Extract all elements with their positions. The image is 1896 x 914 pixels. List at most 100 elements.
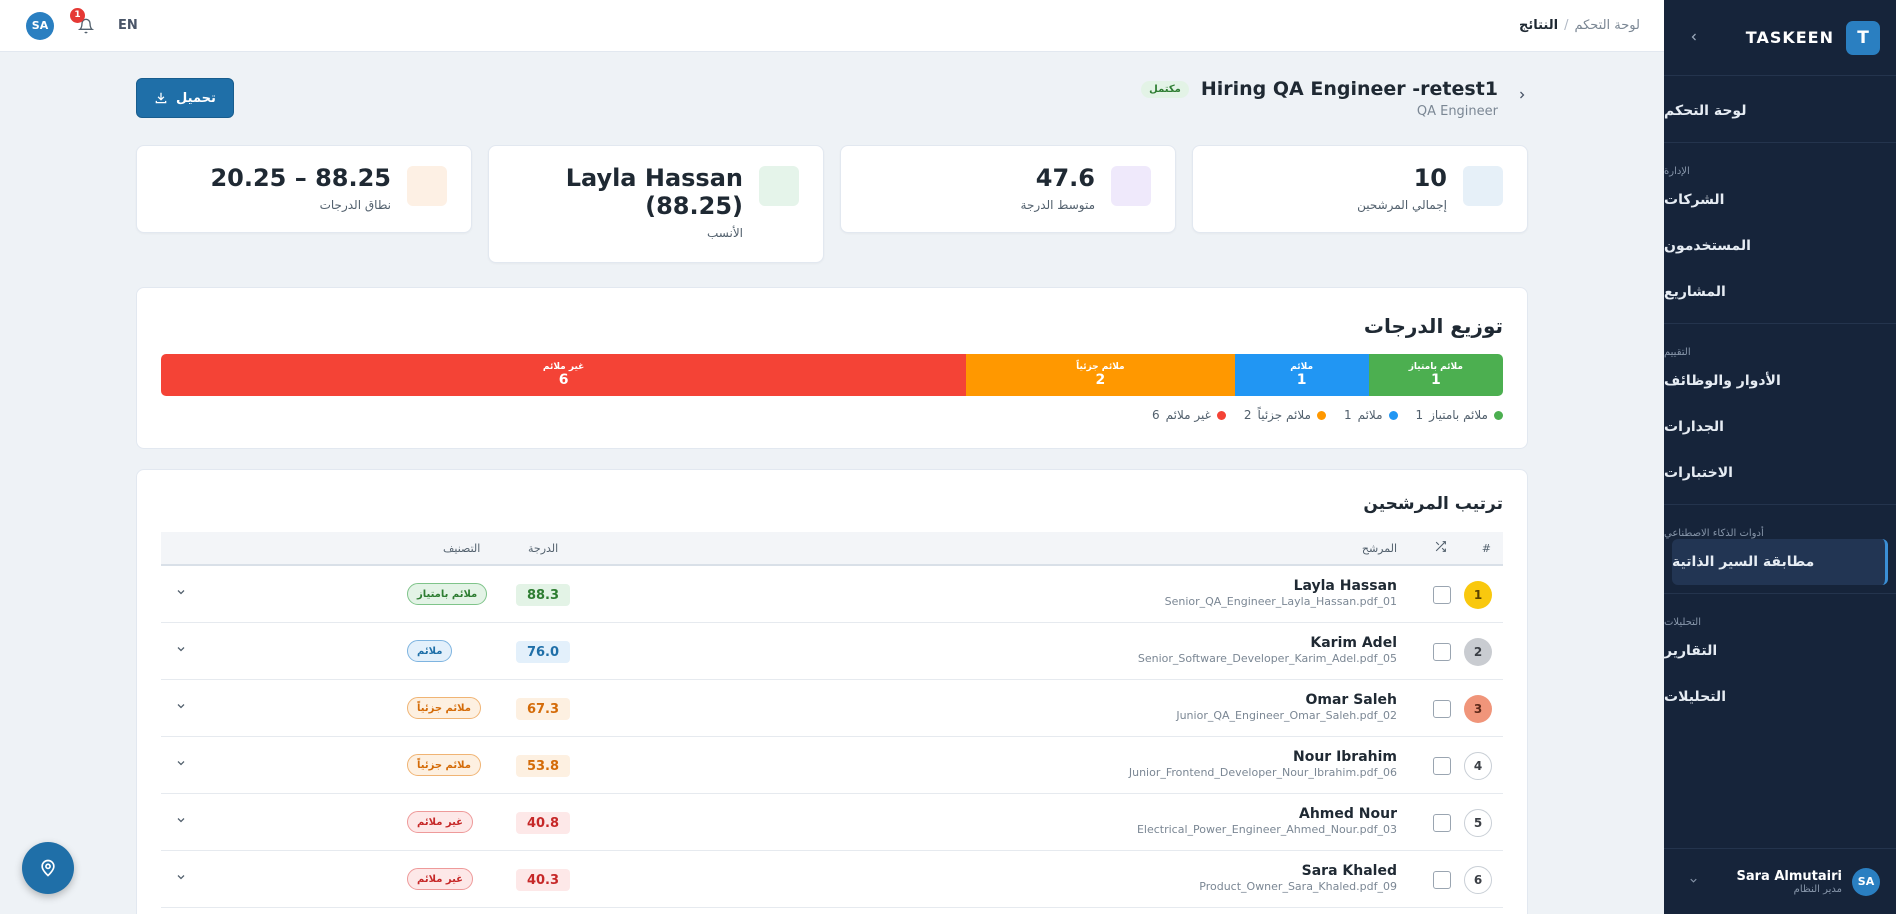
- sidebar-item-label: التقارير: [1664, 643, 1718, 659]
- segment-label: ملائم: [1290, 362, 1314, 372]
- logo-text: TASKEEN: [1745, 28, 1834, 47]
- sidebar-section-admin: الإدارة: [1664, 166, 1690, 177]
- ranking-title: ترتيب المرشحين: [1363, 494, 1503, 514]
- distribution-segment: غير ملائم 6: [161, 354, 967, 396]
- sidebar-item-cv-matching[interactable]: مطابقة السير الذاتية: [1672, 539, 1888, 585]
- header-candidate: المرشح: [1361, 541, 1397, 555]
- score-badge: 88.3: [516, 584, 570, 606]
- expand-row-button[interactable]: [175, 871, 187, 886]
- score-badge: 67.3: [516, 698, 570, 720]
- sidebar-item-reports[interactable]: التقارير: [1664, 628, 1896, 674]
- shuffle-icon[interactable]: [1434, 540, 1447, 556]
- candidate-name[interactable]: Karim Adel: [1310, 635, 1397, 651]
- page-subtitle: QA Engineer: [1416, 104, 1498, 119]
- page-title: Hiring QA Engineer -retest1: [1200, 78, 1498, 100]
- row-checkbox[interactable]: [1433, 586, 1451, 604]
- candidate-name[interactable]: Ahmed Nour: [1299, 806, 1397, 822]
- table-row[interactable]: 4 Nour Ibrahim Junior_Frontend_Developer_N…: [161, 737, 1503, 794]
- sidebar-item-label: التحليلات: [1664, 689, 1726, 705]
- sidebar-item-projects[interactable]: المشاريع: [1664, 269, 1896, 315]
- breadcrumb-dashboard[interactable]: لوحة التحكم: [1574, 18, 1640, 33]
- sidebar-item-dashboard[interactable]: لوحة التحكم: [1664, 88, 1896, 134]
- sidebar-user[interactable]: Sara Almutairi مدير النظام SA: [1664, 848, 1896, 914]
- candidate-name[interactable]: Omar Saleh: [1305, 692, 1397, 708]
- download-icon: [155, 92, 167, 104]
- classification-badge: غير ملائم: [407, 811, 473, 833]
- user-role: مدير النظام: [1793, 883, 1842, 895]
- candidate-name[interactable]: Sara Khaled: [1301, 863, 1397, 879]
- distribution-bar: غير ملائم 6 ملائم جزئياً 2 ملائم 1 ملائم بامتي…: [161, 354, 1503, 396]
- segment-label: ملائم بامتياز: [1408, 362, 1463, 372]
- download-button[interactable]: تحميل: [136, 78, 234, 118]
- expand-row-button[interactable]: [175, 643, 187, 658]
- sidebar-divider: [1664, 504, 1896, 505]
- user-avatar[interactable]: SA: [26, 11, 54, 40]
- sidebar-item-companies[interactable]: الشركات: [1664, 177, 1896, 223]
- notifications-button[interactable]: 1: [70, 7, 96, 36]
- logo: TASKEEN T: [1745, 20, 1880, 55]
- expand-row-button[interactable]: [175, 757, 187, 772]
- candidate-file: Electrical_Power_Engineer_Ahmed_Nour.pdf…: [1136, 823, 1397, 836]
- table-row[interactable]: 6 Sara Khaled Product_Owner_Sara_Khaled.pd…: [161, 851, 1503, 908]
- chevron-down-icon: [177, 761, 185, 766]
- row-checkbox[interactable]: [1433, 757, 1451, 775]
- candidate-file: Product_Owner_Sara_Khaled.pdf_09: [1199, 880, 1397, 893]
- stat-card-best-fit: Layla Hassan (88.25) الأنسب: [488, 145, 824, 263]
- page-header: تحميل مكتمل Hiring QA Engineer -retest1 …: [136, 78, 1528, 120]
- table-row[interactable]: 5 Ahmed Nour Electrical_Power_Engineer_Ahm…: [161, 794, 1503, 851]
- user-name: Sara Almutairi: [1736, 868, 1842, 884]
- notification-badge: 1: [70, 7, 85, 23]
- table-row[interactable]: 2 Karim Adel Senior_Software_Developer_Kar…: [161, 623, 1503, 680]
- candidate-file: Senior_Software_Developer_Karim_Adel.pdf…: [1137, 652, 1397, 665]
- legend-item: ملائم 1: [1344, 408, 1398, 422]
- legend-item: ملائم جزئياً 2: [1244, 408, 1326, 422]
- sidebar-item-label: لوحة التحكم: [1664, 103, 1747, 119]
- table-row[interactable]: 1 Layla Hassan Senior_QA_Engineer_Layla_Ha…: [161, 566, 1503, 623]
- expand-row-button[interactable]: [175, 814, 187, 829]
- row-checkbox[interactable]: [1433, 700, 1451, 718]
- sidebar-item-competencies[interactable]: الجدارات: [1664, 404, 1896, 450]
- sidebar-item-roles[interactable]: الأدوار والوظائف: [1664, 358, 1896, 404]
- classification-badge: ملائم جزئياً: [407, 754, 481, 776]
- stat-value: 20.25 – 88.25: [210, 164, 391, 192]
- sidebar-item-analytics[interactable]: التحليلات: [1664, 674, 1896, 720]
- sidebar-item-users[interactable]: المستخدمون: [1664, 223, 1896, 269]
- status-badge: مكتمل: [1141, 80, 1189, 98]
- stat-card-score-range: 20.25 – 88.25 نطاق الدرجات: [136, 145, 472, 233]
- score-badge: 40.3: [516, 869, 570, 891]
- legend-count: 1: [1343, 408, 1352, 422]
- sidebar-item-label: الشركات: [1664, 192, 1725, 208]
- chevron-down-icon: [177, 590, 185, 595]
- expand-row-button[interactable]: [175, 586, 187, 601]
- stat-label: إجمالي المرشحين: [1357, 198, 1447, 212]
- row-checkbox[interactable]: [1433, 871, 1451, 889]
- legend-dot: [1494, 410, 1503, 420]
- sidebar-item-tests[interactable]: الاختبارات: [1664, 450, 1896, 496]
- legend-item: غير ملائم 6: [1152, 408, 1226, 422]
- candidate-file: Junior_Frontend_Developer_Nour_Ibrahim.p…: [1128, 766, 1397, 779]
- help-fab[interactable]: [22, 842, 74, 894]
- stat-label: الأنسب: [706, 226, 743, 240]
- avatar: SA: [1852, 867, 1880, 896]
- rank-badge: 3: [1464, 695, 1492, 723]
- table-row[interactable]: 3 Omar Saleh Junior_QA_Engineer_Omar_Saleh…: [161, 680, 1503, 737]
- expand-row-button[interactable]: [175, 700, 187, 715]
- title-block: مكتمل Hiring QA Engineer -retest1 QA Eng…: [1141, 78, 1528, 119]
- segment-count: 1: [1296, 372, 1307, 388]
- candidate-cell: Omar Saleh Junior_QA_Engineer_Omar_Saleh.…: [1176, 692, 1397, 722]
- candidate-cell: Karim Adel Senior_Software_Developer_Kari…: [1138, 635, 1397, 665]
- candidate-cell: Nour Ibrahim Junior_Frontend_Developer_No…: [1129, 749, 1397, 779]
- row-checkbox[interactable]: [1433, 814, 1451, 832]
- candidate-name[interactable]: Layla Hassan: [1293, 578, 1397, 594]
- sidebar-collapse-button[interactable]: [1684, 28, 1704, 47]
- chevron-down-icon: [1688, 875, 1699, 889]
- row-checkbox[interactable]: [1433, 643, 1451, 661]
- rank-badge: 5: [1464, 809, 1492, 837]
- topbar-actions: SA 1 EN: [26, 7, 138, 40]
- candidate-name[interactable]: Nour Ibrahim: [1292, 749, 1397, 765]
- header-score: الدرجة: [528, 541, 559, 555]
- distribution-title: توزيع الدرجات: [1363, 314, 1503, 338]
- score-distribution-panel: توزيع الدرجات غير ملائم 6 ملائم جزئياً 2 ملا…: [136, 287, 1528, 449]
- back-button[interactable]: [1516, 86, 1528, 105]
- language-toggle[interactable]: EN: [118, 18, 138, 33]
